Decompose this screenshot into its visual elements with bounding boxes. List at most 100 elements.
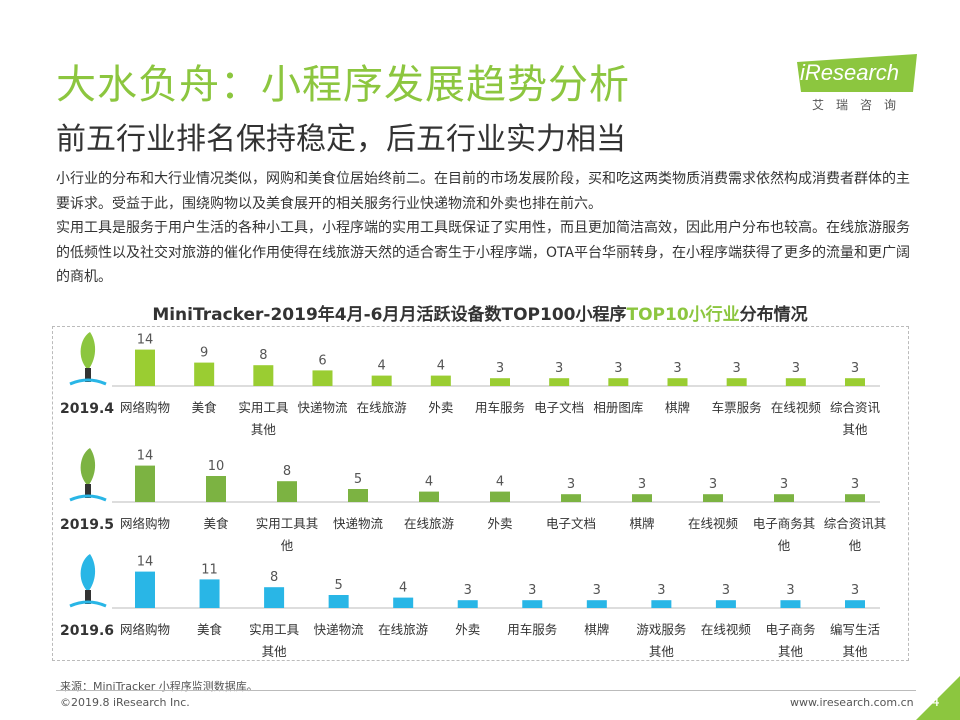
data-label: 3	[464, 583, 472, 598]
category-label: 编写生活	[830, 622, 880, 637]
bar	[780, 600, 801, 608]
category-label: 在线旅游	[378, 622, 429, 637]
stem-icon	[85, 590, 91, 604]
chart-title-prefix: MiniTracker-2019年4月-6月月活跃设备数TOP100小程序	[152, 305, 627, 325]
category-label: 游戏服务	[636, 622, 686, 637]
category-label: 在线旅游	[357, 400, 408, 415]
website-url: www.iresearch.com.cn	[790, 696, 914, 709]
category-label: 棋牌	[629, 516, 654, 531]
data-label: 3	[614, 361, 622, 376]
category-label: 车票服务	[712, 400, 762, 415]
category-label: 网络购物	[120, 622, 170, 637]
body-paragraph-2: 实用工具是服务于用户生活的各种小工具，小程序端的实用工具既保证了实用性，而且更加…	[56, 220, 911, 285]
data-label: 8	[259, 348, 267, 363]
data-label: 3	[593, 583, 601, 598]
data-label: 11	[201, 562, 218, 577]
leaf-icon	[80, 332, 96, 370]
category-label: 网络购物	[120, 400, 170, 415]
page-subtitle: 前五行业排名保持稳定，后五行业实力相当	[56, 122, 626, 157]
data-label: 3	[786, 583, 794, 598]
bar	[490, 378, 510, 386]
category-label: 综合资讯	[830, 400, 881, 415]
ground-icon	[69, 494, 107, 502]
bar	[632, 494, 652, 502]
category-label: 其他	[842, 644, 868, 659]
bar	[348, 489, 368, 502]
period-label: 2019.6	[60, 623, 114, 639]
bar	[549, 378, 570, 386]
bar	[845, 600, 865, 608]
category-label: 其他	[842, 422, 868, 437]
stem-icon	[85, 368, 91, 382]
bar	[264, 587, 285, 608]
category-label: 实用工具其	[256, 516, 319, 531]
data-label: 4	[399, 581, 407, 596]
bar	[206, 476, 226, 502]
category-label: 在线视频	[688, 516, 739, 531]
category-label: 综合资讯其	[824, 516, 887, 531]
category-label: 外卖	[455, 622, 480, 637]
iresearch-logo	[797, 54, 917, 92]
data-label: 3	[851, 477, 859, 492]
category-label: 外卖	[428, 400, 453, 415]
bar	[253, 365, 274, 386]
data-label: 3	[733, 361, 741, 376]
bar	[845, 494, 865, 502]
bar	[561, 494, 581, 502]
category-label: 在线视频	[771, 400, 822, 415]
category-label: 网络购物	[120, 516, 170, 531]
data-label: 3	[851, 361, 859, 376]
category-label: 他	[778, 538, 791, 553]
category-label: 实用工具	[238, 400, 289, 415]
bar	[651, 600, 672, 608]
chart-frame	[52, 326, 909, 661]
data-label: 3	[722, 583, 730, 598]
footer-divider	[56, 690, 916, 691]
bar	[135, 349, 155, 386]
data-label: 14	[137, 333, 154, 348]
bar	[371, 375, 392, 386]
category-label: 电子商务其	[753, 516, 816, 531]
bar	[194, 362, 215, 386]
source-note: 来源：MiniTracker 小程序监测数据库。	[60, 680, 258, 693]
bar	[430, 375, 451, 386]
category-label: 棋牌	[665, 400, 690, 415]
category-label: 其他	[649, 644, 675, 659]
bar	[457, 600, 478, 608]
data-label: 8	[270, 570, 278, 585]
data-label: 3	[792, 361, 800, 376]
logo-text: iResearch	[800, 60, 900, 85]
data-label: 3	[709, 477, 717, 492]
data-label: 5	[334, 578, 342, 593]
category-label: 电子文档	[546, 516, 596, 531]
copyright: ©2019.8 iResearch Inc.	[60, 696, 190, 709]
category-label: 棋牌	[584, 622, 609, 637]
corner-decoration	[916, 676, 960, 720]
bar	[774, 494, 794, 502]
category-label: 实用工具	[249, 622, 300, 637]
bar	[135, 465, 155, 502]
logo-subtitle: 艾瑞咨询	[812, 98, 909, 112]
data-label: 6	[318, 353, 326, 368]
chart-title-suffix: 分布情况	[739, 305, 808, 325]
data-label: 3	[528, 583, 536, 598]
body-paragraph-1: 小行业的分布和大行业情况类似，网购和美食位居始终前二。在目前的市场发展阶段，买和…	[56, 171, 910, 212]
bar	[785, 378, 806, 386]
data-label: 8	[283, 464, 291, 479]
page-number: 14	[922, 694, 940, 710]
data-label: 3	[496, 361, 504, 376]
category-label: 电子文档	[534, 400, 584, 415]
category-label: 其他	[262, 644, 288, 659]
data-label: 3	[657, 583, 665, 598]
category-label: 外卖	[487, 516, 512, 531]
category-label: 快递物流	[333, 516, 384, 531]
bar	[608, 378, 629, 386]
data-label: 3	[851, 583, 859, 598]
leaf-icon	[80, 554, 96, 592]
data-label: 14	[137, 449, 154, 464]
category-label: 美食	[197, 622, 223, 637]
bar	[490, 491, 510, 502]
ground-icon	[69, 600, 107, 608]
category-label: 在线旅游	[404, 516, 455, 531]
